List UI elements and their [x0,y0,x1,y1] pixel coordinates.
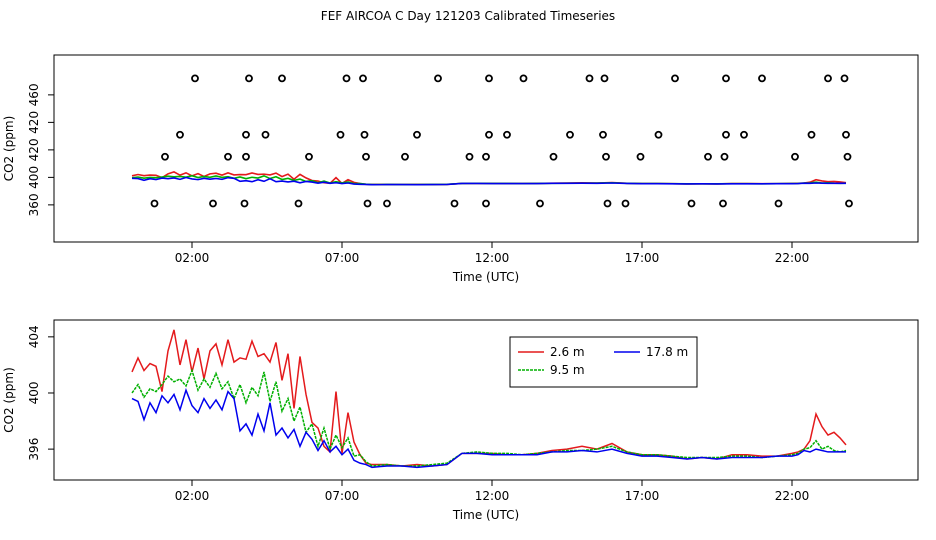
scatter-point [261,130,270,139]
scatter-point [485,74,493,83]
scatter-point [720,152,729,161]
scatter-point [549,152,558,161]
legend-label: 2.6 m [550,345,585,359]
legend-box [509,336,698,388]
scatter-point [636,152,645,161]
scatter-point [485,130,493,139]
scatter-point [585,74,594,83]
scatter-point [401,152,409,161]
scatter-point [600,74,609,83]
scatter-point [242,152,250,161]
series-line [131,368,847,467]
x-tick-label: 12:00 [475,489,510,503]
y-axis-label: CO2 (ppm) [2,367,16,433]
scatter-point [840,74,849,83]
scatter-point [363,199,372,208]
scatter-point [278,74,286,83]
scatter-point [719,199,727,208]
scatter-point [687,199,696,208]
scatter-point [621,199,630,208]
scatter-point [305,152,313,161]
scatter-point [209,199,217,208]
legend-label: 17.8 m [646,345,688,359]
x-axis-label: Time (UTC) [452,270,519,284]
series-trace [131,176,846,186]
x-tick-label: 17:00 [625,251,660,265]
scatter-point [824,74,832,83]
scatter-point [599,130,607,139]
x-axis-label: Time (UTC) [452,508,519,522]
scatter-point [566,130,574,139]
scatter-point [482,152,490,161]
panel2-frame [53,319,919,481]
x-tick-label: 12:00 [475,251,510,265]
scatter-point [362,152,370,161]
scatter-point [704,152,712,161]
scatter-point [503,130,511,139]
scatter-point [807,130,816,139]
scatter-point [242,130,250,139]
scatter-point [150,199,159,208]
scatter-point [336,130,345,139]
scatter-point [191,74,199,83]
x-tick-label: 17:00 [625,489,660,503]
scatter-point [294,199,303,208]
y-tick-label: 400 [27,166,41,189]
y-axis-label: CO2 (ppm) [2,116,16,182]
panel1-frame [53,54,919,243]
scatter-point [434,74,442,83]
scatter-point [161,152,169,161]
scatter-point [465,152,474,161]
x-tick-label: 07:00 [325,251,360,265]
scatter-point [342,74,351,83]
scatter-point [176,130,184,139]
scatter-point [413,130,421,139]
x-tick-label: 07:00 [325,489,360,503]
scatter-point [654,130,663,139]
x-tick-label: 22:00 [775,251,810,265]
y-tick-label: 460 [27,83,41,106]
scatter-point [671,74,679,83]
y-tick-label: 420 [27,111,41,134]
series-line [131,329,847,467]
x-tick-label: 02:00 [175,251,210,265]
x-tick-label: 22:00 [775,489,810,503]
scatter-point [519,74,528,83]
y-tick-label: 360 [27,193,41,216]
scatter-point [360,130,369,139]
scatter-point [245,74,253,83]
scatter-point [383,199,391,208]
y-tick-label: 396 [27,438,41,461]
scatter-point [602,152,610,161]
y-tick-label: 404 [27,325,41,348]
scatter-point [722,130,730,139]
scatter-point [774,199,783,208]
scatter-point [740,130,748,139]
scatter-point [603,199,612,208]
scatter-point [722,74,730,83]
scatter-point [758,74,766,83]
scatter-point [240,199,249,208]
scatter-point [450,199,459,208]
scatter-point [791,152,799,161]
scatter-point [482,199,490,208]
series-line [131,387,846,469]
scatter-point [224,152,232,161]
x-tick-label: 02:00 [175,489,210,503]
legend-label: 9.5 m [550,363,585,377]
scatter-point [845,199,853,208]
scatter-point [842,130,850,139]
y-tick-label: 420 [27,138,41,161]
chart-title: FEF AIRCOA C Day 121203 Calibrated Times… [320,9,616,23]
y-tick-label: 400 [27,382,41,405]
scatter-point [359,74,367,83]
scatter-point [843,152,852,161]
scatter-point [536,199,544,208]
